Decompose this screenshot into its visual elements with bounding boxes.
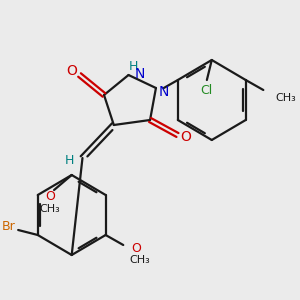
Text: O: O [180,130,191,144]
Text: N: N [135,67,146,81]
Text: O: O [131,242,141,256]
Text: O: O [45,190,55,203]
Text: CH₃: CH₃ [130,255,150,265]
Text: CH₃: CH₃ [40,204,61,214]
Text: H: H [129,61,138,74]
Text: Br: Br [2,220,15,233]
Text: N: N [159,85,169,99]
Text: Cl: Cl [201,83,213,97]
Text: O: O [66,64,77,78]
Text: CH₃: CH₃ [275,93,296,103]
Text: H: H [65,154,74,166]
